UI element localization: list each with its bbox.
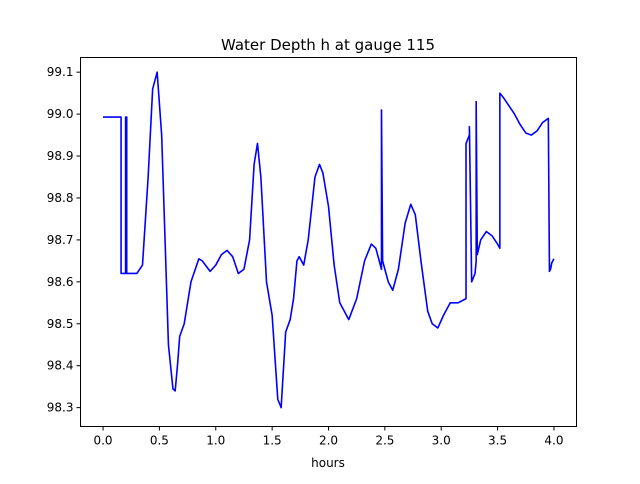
axis-ticks: 0.0 0.5 1.0 1.5 2.0 2.5 3.0 3.5 4.0 98.3 98.4 98.5 9… xyxy=(47,65,564,447)
x-tick-label: 4.0 xyxy=(544,434,563,448)
y-tick-label: 98.3 xyxy=(47,401,74,415)
x-tick-label: 2.5 xyxy=(375,434,394,448)
plot-frame xyxy=(80,57,577,427)
y-tick-label: 99.1 xyxy=(47,65,74,79)
chart-title: Water Depth h at gauge 115 xyxy=(221,36,435,54)
y-tick-label: 98.4 xyxy=(47,359,74,373)
y-tick-label: 98.7 xyxy=(47,233,74,247)
x-tick-label: 1.5 xyxy=(263,434,282,448)
y-tick-label: 98.9 xyxy=(47,149,74,163)
x-tick-label: 3.5 xyxy=(488,434,507,448)
x-tick-label: 2.0 xyxy=(319,434,338,448)
y-tick-label: 99.0 xyxy=(47,107,74,121)
y-tick-label: 98.6 xyxy=(47,275,74,289)
y-tick-label: 98.8 xyxy=(47,191,74,205)
x-tick-label: 3.0 xyxy=(432,434,451,448)
x-tick-label: 0.0 xyxy=(93,434,112,448)
series-line xyxy=(103,71,555,409)
x-tick-label: 0.5 xyxy=(150,434,169,448)
plot-area xyxy=(103,71,555,409)
y-tick-label: 98.5 xyxy=(47,317,74,331)
x-axis-label: hours xyxy=(311,456,345,470)
x-tick-label: 1.0 xyxy=(206,434,225,448)
